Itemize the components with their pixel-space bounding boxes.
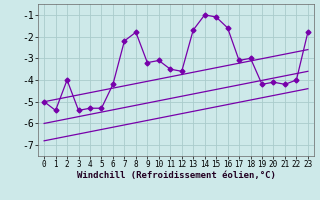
X-axis label: Windchill (Refroidissement éolien,°C): Windchill (Refroidissement éolien,°C) xyxy=(76,171,276,180)
